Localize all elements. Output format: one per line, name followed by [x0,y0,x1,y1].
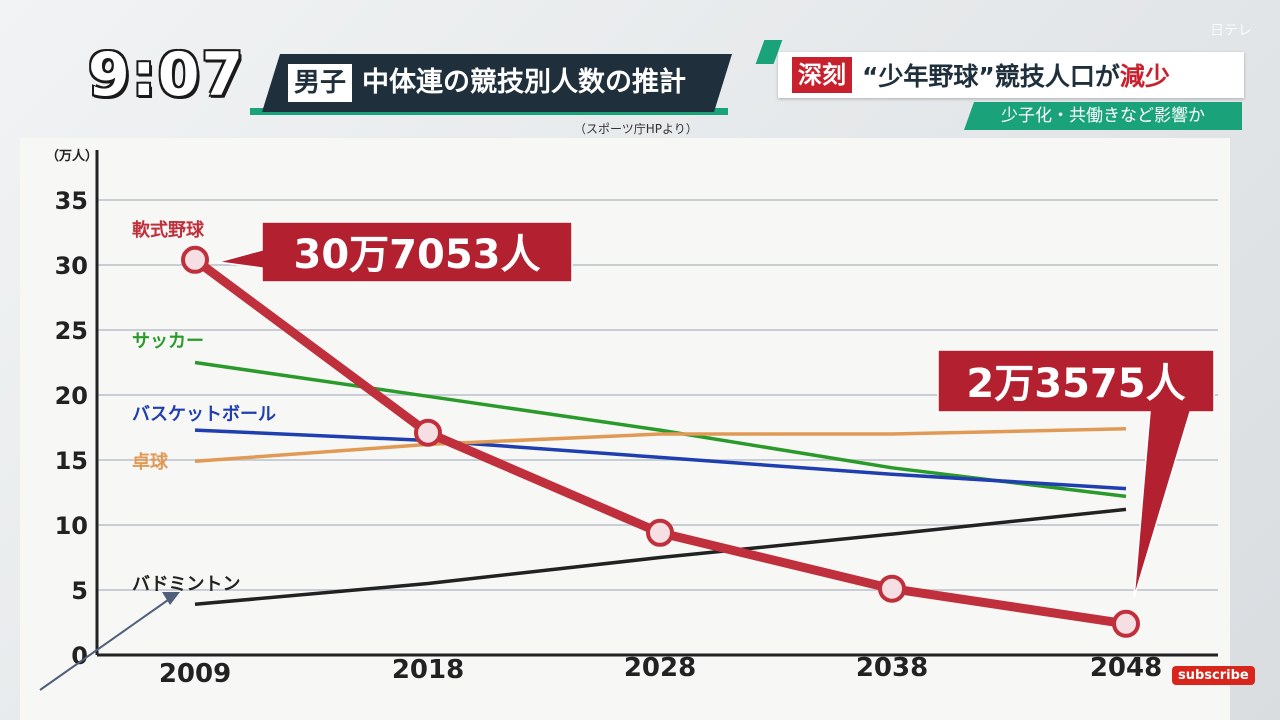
series-label-table-tennis: 卓球 [132,451,169,473]
chart-background [20,138,1230,720]
y-tick-label: 30 [55,252,88,280]
x-tick-label: 2009 [159,659,231,689]
badminton-marker [162,592,180,605]
chart-title-bar: 男子 中体連の競技別人数の推計 [262,54,732,112]
series-line-basketball [194,428,1127,491]
data-point-baseball [414,418,442,447]
series-label-basketball: バスケットボール [132,404,276,425]
x-tick-label: 2038 [856,653,928,683]
title-tag: 男子 [288,64,352,102]
callout-label-start: 30万7053人 [294,232,541,278]
news-headline-main: “少年野球”競技人口が [862,62,1120,91]
data-point-baseball [1112,609,1140,638]
y-tick-label: 25 [55,317,88,345]
channel-logo: 日テレ [1210,23,1252,39]
callout-box-start [217,221,573,283]
news-headline-highlight: 減少 [1119,62,1170,91]
y-tick-label: 35 [55,187,88,215]
y-axis-label: （万人） [46,148,98,164]
data-point-baseball [646,518,674,547]
news-headline-bar: 深刻 “少年野球”競技人口が減少 [778,52,1244,98]
series-label-baseball: 軟式野球 [132,219,205,241]
y-tick-label: 20 [55,382,88,410]
x-tick-label: 2018 [392,655,464,685]
news-subline: 少子化・共働きなど影響か [964,102,1242,130]
y-tick-label: 5 [71,577,88,605]
callout-box-end [937,349,1215,599]
series-label-badminton: バドミントン [132,574,241,595]
clock: 9:07 [88,40,246,110]
news-tag: 深刻 [792,57,852,93]
y-tick-label: 10 [55,512,88,540]
series-line-badminton [194,507,1127,607]
y-tick-label: 15 [55,447,88,475]
x-tick-label: 2048 [1090,653,1162,683]
series-label-soccer: サッカー [132,331,204,352]
data-point-baseball [878,574,906,603]
source-note: （スポーツ庁HPより） [574,122,698,136]
series-line-table-tennis [194,427,1127,464]
news-headline: “少年野球”競技人口が減少 [862,57,1170,93]
badminton-pointer [39,599,169,691]
y-tick-label: 0 [71,642,88,670]
chart-title: 中体連の競技別人数の推計 [362,67,687,98]
callout-label-end: 2万3575人 [966,361,1185,407]
x-tick-label: 2028 [624,653,696,683]
subscribe-button[interactable]: subscribe [1172,666,1255,685]
data-point-baseball [181,245,209,274]
